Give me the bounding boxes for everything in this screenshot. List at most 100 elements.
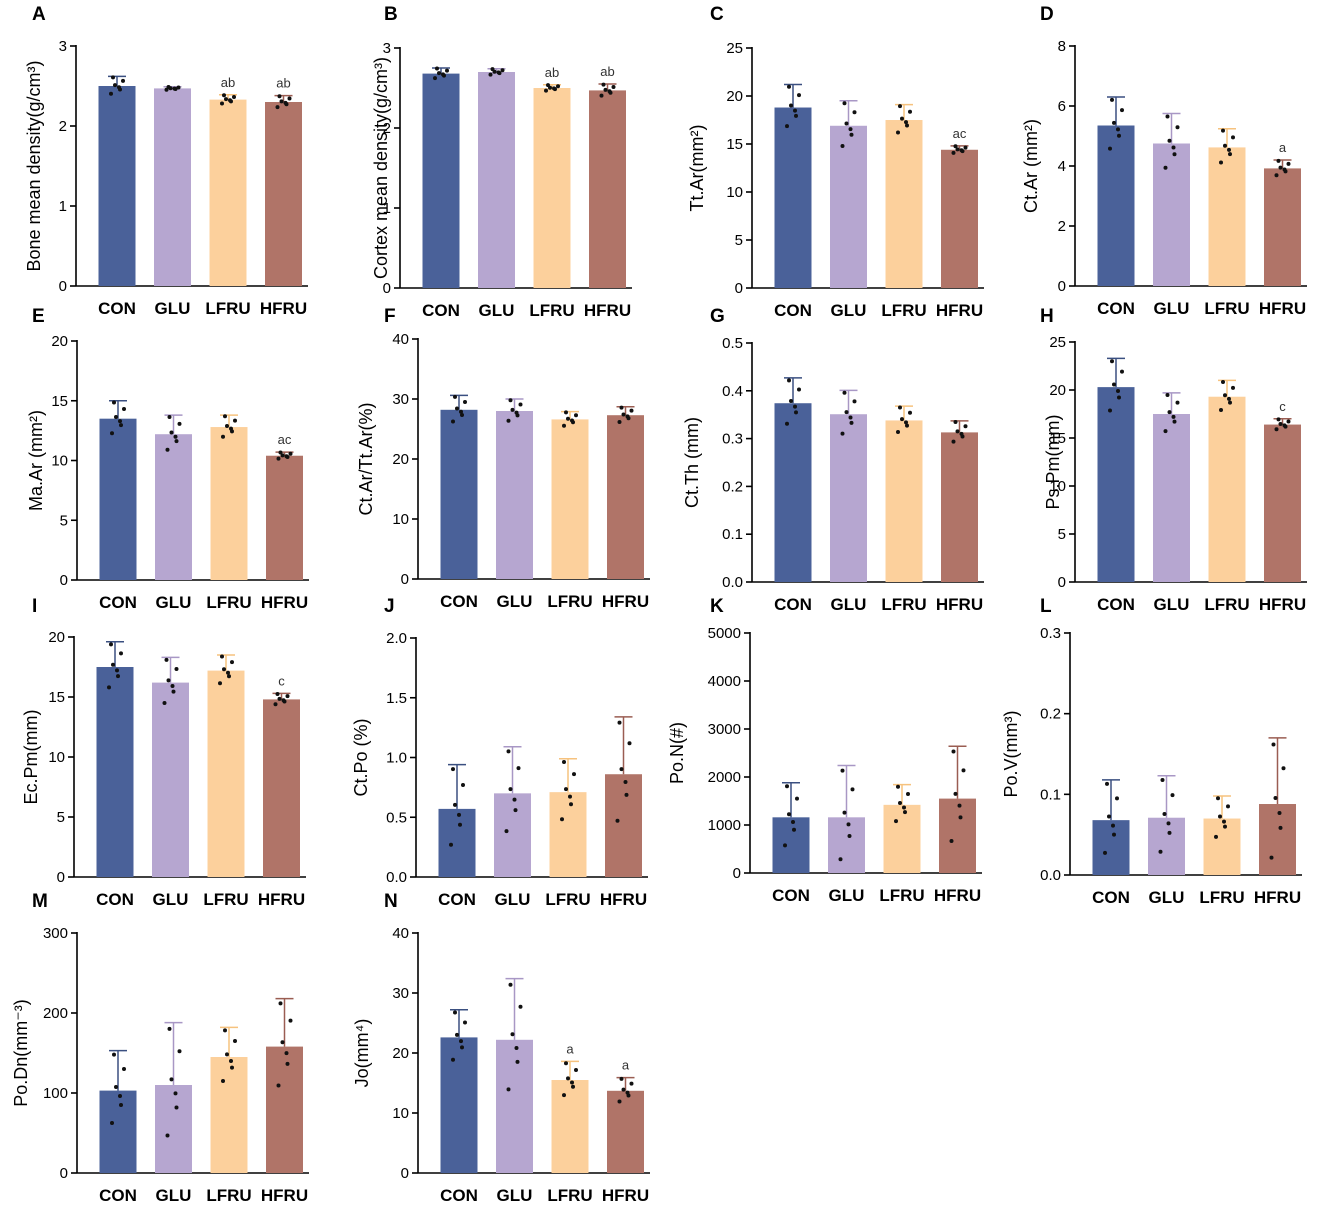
- bar-hfru: [1259, 804, 1296, 875]
- data-point: [1175, 125, 1180, 130]
- data-point: [277, 94, 282, 99]
- bar-lfru: [885, 120, 923, 288]
- data-point: [953, 420, 958, 425]
- data-point: [840, 143, 845, 148]
- data-point: [570, 1080, 574, 1085]
- y-tick-label: 8: [1058, 38, 1066, 55]
- x-category-label: LFRU: [545, 890, 590, 909]
- y-tick-label: 2: [59, 118, 67, 135]
- significance-label: ab: [276, 76, 290, 91]
- data-point: [283, 100, 288, 105]
- data-point: [556, 84, 560, 89]
- data-point: [164, 87, 169, 92]
- data-point: [508, 787, 513, 792]
- data-point: [552, 86, 556, 91]
- panel-L: L 0.0 0.1 0.2 0.3 Po.V(mm³) CON GLU LFRU HFRU: [1001, 596, 1302, 907]
- data-point: [617, 1099, 622, 1104]
- data-point: [514, 410, 519, 415]
- x-category-label: LFRU: [547, 1186, 592, 1205]
- data-point: [905, 423, 909, 428]
- data-point: [1278, 422, 1283, 427]
- data-point: [1221, 380, 1225, 385]
- bar-con: [438, 808, 476, 877]
- data-point: [955, 429, 960, 434]
- data-point: [506, 418, 511, 423]
- y-tick-label: 10: [392, 1105, 409, 1122]
- data-point: [785, 124, 789, 129]
- bar-con: [99, 1090, 137, 1173]
- data-point: [230, 1065, 234, 1070]
- data-point: [111, 75, 115, 80]
- data-point: [1222, 819, 1226, 824]
- data-point: [1219, 407, 1223, 412]
- y-tick-label: 0: [1058, 574, 1066, 591]
- y-tick-label: 2: [1058, 218, 1066, 235]
- data-point: [562, 423, 566, 428]
- y-axis-label: Tt.Ar(mm²): [687, 125, 707, 212]
- data-point: [460, 1045, 464, 1050]
- x-category-label: CON: [1092, 888, 1130, 907]
- data-point: [852, 110, 857, 115]
- data-point: [1167, 410, 1172, 415]
- bar-hfru: [607, 1090, 644, 1173]
- data-point: [512, 797, 517, 802]
- data-point: [544, 88, 548, 93]
- y-tick-label: 20: [392, 1045, 409, 1062]
- panel-K: K 0 1000 2000 3000 4000 5000 Po.N(#) CON GLU LFRU H…: [667, 596, 982, 905]
- data-point: [284, 454, 289, 459]
- data-point: [121, 78, 125, 83]
- data-point: [959, 431, 964, 436]
- data-point: [453, 394, 457, 399]
- data-point: [904, 420, 908, 425]
- x-category-label: LFRU: [1204, 299, 1249, 318]
- y-tick-label: 0.3: [722, 431, 743, 448]
- data-point: [617, 420, 622, 425]
- bar-hfru: [589, 90, 626, 289]
- bar-lfru: [1203, 818, 1241, 875]
- data-point: [223, 414, 227, 419]
- data-point: [566, 416, 570, 421]
- data-point: [119, 651, 123, 656]
- data-point: [564, 410, 568, 415]
- significance-label: ab: [600, 64, 614, 79]
- x-category-label: HFRU: [260, 299, 307, 318]
- data-point: [903, 810, 907, 815]
- data-point: [162, 701, 167, 706]
- data-point: [850, 787, 855, 792]
- data-point: [165, 447, 170, 452]
- data-point: [963, 424, 968, 429]
- data-point: [222, 93, 226, 98]
- data-point: [908, 109, 912, 114]
- data-point: [169, 430, 174, 435]
- data-point: [285, 694, 290, 699]
- data-point: [1223, 824, 1227, 829]
- y-tick-label: 4: [1058, 158, 1066, 175]
- data-point: [961, 768, 966, 773]
- x-category-label: CON: [99, 593, 137, 612]
- y-tick-label: 20: [1049, 382, 1066, 399]
- data-point: [1216, 796, 1220, 801]
- panel-letter: J: [384, 596, 395, 617]
- panel-C: C 0 5 10 15 20 25 Tt.Ar(mm²) CON GLU LFRU ac HFRU: [687, 4, 984, 320]
- data-point: [1282, 167, 1287, 172]
- y-tick-label: 2.0: [386, 630, 407, 647]
- data-point: [1163, 165, 1168, 170]
- data-point: [562, 1093, 566, 1098]
- x-category-label: GLU: [831, 595, 867, 614]
- data-point: [1167, 138, 1172, 143]
- data-point: [840, 768, 845, 773]
- data-point: [797, 93, 801, 98]
- data-point: [785, 421, 789, 426]
- data-point: [109, 642, 113, 647]
- y-tick-label: 0.1: [722, 526, 743, 543]
- data-point: [959, 148, 964, 153]
- bar-con: [96, 667, 134, 877]
- panel-letter: F: [384, 306, 396, 327]
- data-point: [122, 406, 126, 411]
- panel-A: A 0 1 2 3 Bone mean density(g/cm³) CON GLU ab LFR…: [24, 4, 308, 318]
- bar-con: [440, 1037, 478, 1173]
- data-point: [957, 803, 962, 808]
- x-category-label: HFRU: [261, 593, 308, 612]
- data-point: [515, 1059, 520, 1064]
- data-point: [572, 772, 576, 777]
